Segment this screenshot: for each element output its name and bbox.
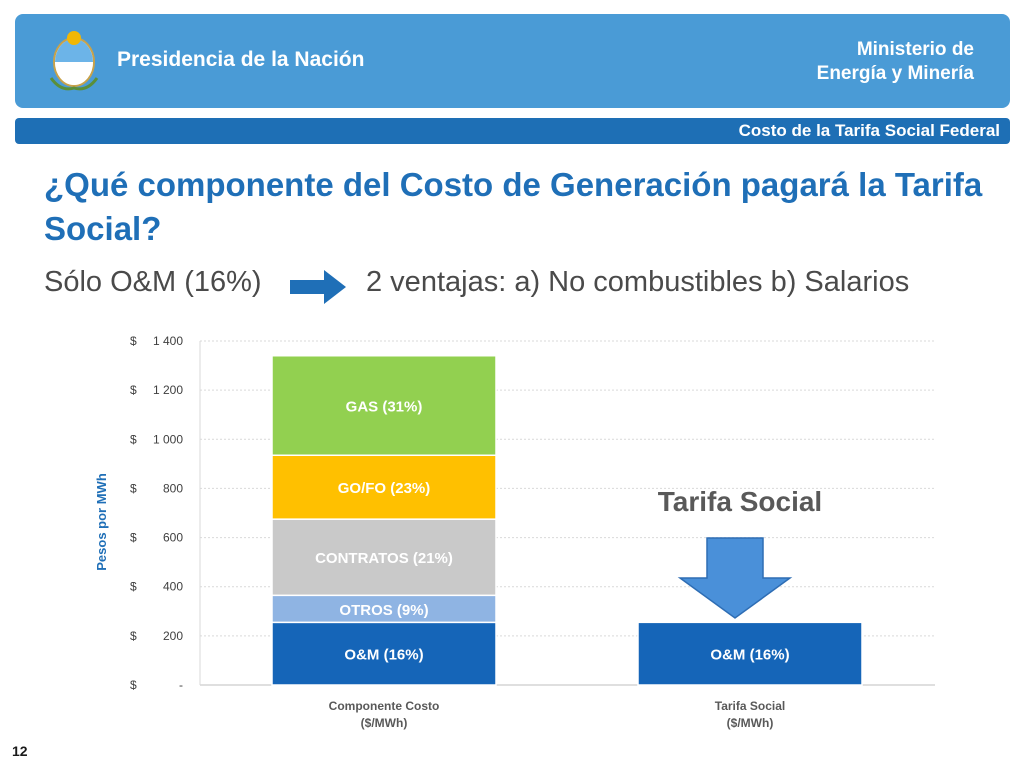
y-tick-label: 1 000 — [153, 432, 183, 446]
y-tick-label: 800 — [163, 481, 183, 495]
annotation-label: Tarifa Social — [658, 486, 822, 517]
bar-segment — [271, 454, 497, 520]
bar-segment — [637, 621, 863, 686]
y-tick-currency: $ — [130, 481, 137, 495]
bar-segment-label: GO/FO (23%) — [338, 480, 431, 497]
subtitle-right: 2 ventajas: a) No combustibles b) Salari… — [366, 266, 910, 298]
bar-segment — [271, 621, 497, 686]
y-axis-label: Pesos por MWh — [94, 473, 109, 571]
y-tick-currency: $ — [130, 580, 137, 594]
ministerio-line-2: Energía y Minería — [816, 63, 974, 84]
argentina-seal-icon — [49, 31, 99, 91]
y-tick-currency: $ — [130, 334, 137, 348]
presidencia-title: Presidencia de la Nación — [117, 48, 365, 71]
subtitle-left: Sólo O&M (16%) — [44, 266, 262, 298]
right-arrow-icon — [290, 270, 346, 304]
bar-segment — [271, 354, 497, 457]
page-number: 12 — [12, 743, 28, 759]
x-category-label: ($/MWh) — [361, 716, 408, 730]
section-label: Costo de la Tarifa Social Federal — [738, 121, 1000, 140]
ministerio-title: Ministerio de Energía y Minería — [817, 38, 974, 86]
y-tick-label: 200 — [163, 629, 183, 643]
y-tick-currency: $ — [130, 531, 137, 545]
x-category-label: Componente Costo — [329, 699, 440, 713]
bar-segment-label: O&M (16%) — [710, 647, 789, 664]
section-band: Costo de la Tarifa Social Federal — [15, 118, 1010, 144]
y-tick-currency: $ — [130, 383, 137, 397]
bar-segment — [271, 594, 497, 624]
y-tick-label: 400 — [163, 580, 183, 594]
y-tick-label: - — [179, 678, 183, 692]
bar-segment — [271, 518, 497, 597]
bar-segment-label: GAS (31%) — [346, 399, 423, 416]
y-tick-currency: $ — [130, 678, 137, 692]
down-arrow-icon — [677, 537, 793, 619]
y-tick-currency: $ — [130, 629, 137, 643]
y-tick-label: 1 200 — [153, 383, 183, 397]
x-category-label: ($/MWh) — [727, 716, 774, 730]
bar-segment-label: OTROS (9%) — [339, 602, 428, 619]
x-category-label: Tarifa Social — [715, 699, 785, 713]
y-tick-label: 600 — [163, 531, 183, 545]
header-band: Presidencia de la Nación Ministerio de E… — [15, 14, 1010, 108]
ministerio-line-1: Ministerio de — [856, 39, 974, 60]
bar-segment-label: O&M (16%) — [344, 647, 423, 664]
y-tick-label: 1 400 — [153, 334, 183, 348]
y-tick-currency: $ — [130, 432, 137, 446]
slide-title: ¿Qué componente del Costo de Generación … — [44, 166, 983, 247]
bar-segment-label: CONTRATOS (21%) — [315, 550, 453, 567]
